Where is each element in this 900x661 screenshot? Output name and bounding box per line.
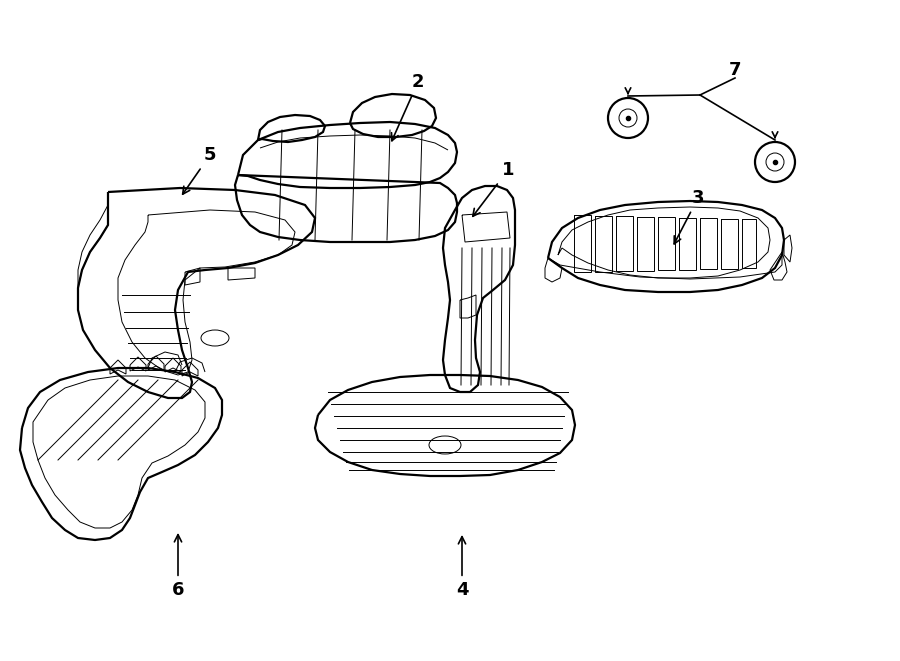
Text: 2: 2 xyxy=(392,73,424,141)
Text: 5: 5 xyxy=(183,146,216,194)
Text: 6: 6 xyxy=(172,535,184,599)
Text: 1: 1 xyxy=(472,161,514,216)
Text: 7: 7 xyxy=(729,61,742,79)
Text: 4: 4 xyxy=(455,537,468,599)
Text: 3: 3 xyxy=(674,189,704,244)
